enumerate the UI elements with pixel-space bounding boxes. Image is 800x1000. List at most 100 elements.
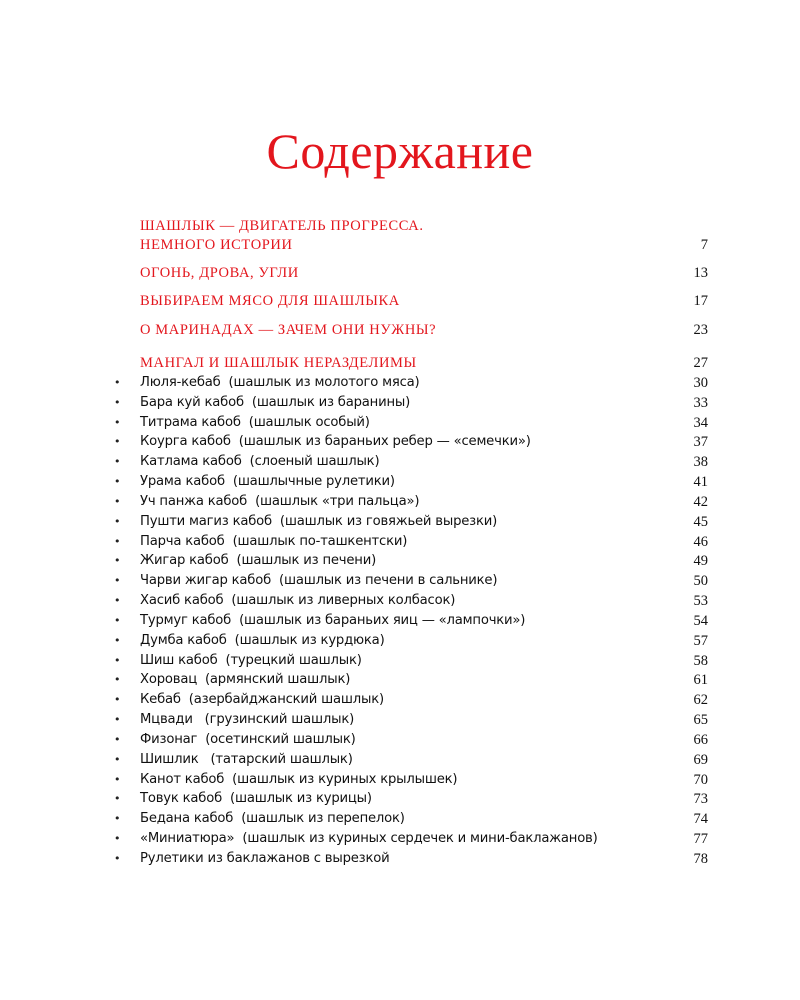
toc-item[interactable]: • Уч панжа кабоб (шашлык «три пальца») 42	[110, 492, 708, 512]
item-title: Люля-кебаб (шашлык из молотого мяса)	[140, 375, 420, 390]
page-number: 46	[693, 533, 709, 550]
item-title: Чарви жигар кабоб (шашлык из печени в са…	[140, 573, 498, 589]
page-number: 23	[693, 322, 709, 338]
item-title: Хасиб кабоб (шашлык из ливерных колбасок…	[140, 593, 456, 609]
toc-item[interactable]: • Бара куй кабоб (шашлык из баранины) 33	[110, 393, 708, 413]
page-number: 58	[693, 652, 709, 669]
toc-item[interactable]: • Думба кабоб (шашлык из курдюка) 57	[110, 631, 708, 651]
page-number: 37	[693, 434, 709, 451]
toc-item[interactable]: • Титрама кабоб (шашлык особый) 34	[110, 413, 708, 433]
toc-item[interactable]: • Мцвади (грузинский шашлык) 65	[110, 710, 708, 730]
bullet-icon: •	[114, 554, 121, 568]
page-number: 77	[693, 831, 709, 848]
page-number: 17	[693, 293, 709, 309]
toc-item[interactable]: • Шишлик (татарский шашлык) 69	[110, 750, 708, 770]
toc-item[interactable]: • Физонаг (осетинский шашлык) 66	[110, 730, 708, 750]
item-title: Урама кабоб (шашлычные рулетики)	[140, 474, 395, 490]
toc-item[interactable]: • Люля-кебаб (шашлык из молотого мяса) 30	[110, 373, 708, 393]
item-title: Коурга кабоб (шашлык из бараньих ребер —…	[140, 434, 531, 450]
bullet-icon: •	[114, 613, 121, 627]
item-title: Жигар кабоб (шашлык из печени)	[140, 553, 377, 569]
page-number: 62	[693, 692, 709, 709]
bullet-icon: •	[114, 653, 121, 667]
page-number: 78	[693, 850, 709, 867]
toc-item[interactable]: • Шиш кабоб (турецкий шашлык) 58	[110, 651, 708, 671]
bullet-icon: •	[114, 851, 121, 865]
toc-section-entry[interactable]: О МАРИНАДАХ — ЗАЧЕМ ОНИ НУЖНЫ? 23	[110, 320, 708, 340]
toc-item[interactable]: • Хасиб кабоб (шашлык из ливерных колбасо…	[110, 591, 708, 611]
item-title: Бедана кабоб (шашлык из перепелок)	[140, 811, 405, 827]
item-title: «Миниатюра» (шашлык из куриных сердечек …	[140, 831, 598, 847]
bullet-icon: •	[114, 812, 121, 826]
bullet-icon: •	[114, 395, 121, 409]
page-number: 50	[693, 573, 709, 590]
section-title: НЕМНОГО ИСТОРИИ	[140, 237, 293, 253]
toc-item[interactable]: • Рулетики из баклажанов с вырезкой 78	[110, 849, 708, 869]
toc-section-entry[interactable]: ВЫБИРАЕМ МЯСО ДЛЯ ШАШЛЫКА 17	[110, 291, 708, 311]
section-title: ВЫБИРАЕМ МЯСО ДЛЯ ШАШЛЫКА	[140, 293, 400, 309]
toc-item[interactable]: • Пушти магиз кабоб (шашлык из говяжьей в…	[110, 512, 708, 532]
bullet-icon: •	[114, 832, 121, 846]
section-title: О МАРИНАДАХ — ЗАЧЕМ ОНИ НУЖНЫ?	[140, 322, 437, 338]
bullet-icon: •	[114, 594, 121, 608]
toc-item[interactable]: • «Миниатюра» (шашлык из куриных сердечек…	[110, 829, 708, 849]
page-number: 61	[693, 672, 709, 689]
toc-item[interactable]: • Чарви жигар кабоб (шашлык из печени в с…	[110, 571, 708, 591]
toc-item[interactable]: • Парча кабоб (шашлык по-ташкентски) 46	[110, 532, 708, 552]
page-number: 53	[693, 593, 709, 610]
page-number: 13	[693, 265, 709, 281]
section-title: ШАШЛЫК — ДВИГАТЕЛЬ ПРОГРЕССА.	[140, 218, 424, 234]
page-number: 42	[693, 493, 709, 510]
item-title: Товук кабоб (шашлык из курицы)	[140, 791, 372, 807]
page-number: 54	[693, 612, 709, 629]
bullet-icon: •	[114, 673, 121, 687]
page-number: 73	[693, 791, 709, 808]
bullet-icon: •	[114, 574, 121, 588]
toc-item[interactable]: • Жигар кабоб (шашлык из печени) 49	[110, 551, 708, 571]
toc-item[interactable]: • Канот кабоб (шашлык из куриных крылышек…	[110, 770, 708, 790]
bullet-icon: •	[114, 415, 121, 429]
bullet-icon: •	[114, 633, 121, 647]
toc-item[interactable]: • Бедана кабоб (шашлык из перепелок) 74	[110, 809, 708, 829]
toc-item[interactable]: • Катлама кабоб (слоеный шашлык) 38	[110, 452, 708, 472]
toc-section-entry[interactable]: МАНГАЛ И ШАШЛЫК НЕРАЗДЕЛИМЫ 27	[110, 353, 708, 373]
bullet-icon: •	[114, 713, 121, 727]
page-number: 41	[693, 474, 709, 491]
section-title: ОГОНЬ, ДРОВА, УГЛИ	[140, 265, 299, 281]
page-number: 65	[693, 712, 709, 729]
toc-item[interactable]: • Хоровац (армянский шашлык) 61	[110, 670, 708, 690]
bullet-icon: •	[114, 534, 121, 548]
page-number: 33	[693, 394, 709, 411]
page-number: 30	[693, 375, 709, 391]
item-title: Думба кабоб (шашлык из курдюка)	[140, 632, 385, 648]
toc-section-entry[interactable]: НЕМНОГО ИСТОРИИ 7	[110, 235, 708, 255]
bullet-icon: •	[114, 376, 121, 389]
bullet-icon: •	[114, 455, 121, 469]
bullet-icon: •	[114, 732, 121, 746]
item-title: Кебаб (азербайджанский шашлык)	[140, 692, 384, 708]
toc-item[interactable]: • Кебаб (азербайджанский шашлык) 62	[110, 690, 708, 710]
page-number: 66	[693, 731, 709, 748]
toc-item[interactable]: • Коурга кабоб (шашлык из бараньих ребер …	[110, 432, 708, 452]
bullet-icon: •	[114, 792, 121, 806]
item-title: Мцвади (грузинский шашлык)	[140, 712, 355, 728]
item-title: Титрама кабоб (шашлык особый)	[140, 414, 370, 430]
item-title: Шиш кабоб (турецкий шашлык)	[140, 652, 362, 668]
page-number: 74	[693, 811, 709, 828]
item-title: Турмуг кабоб (шашлык из бараньих яиц — «…	[140, 612, 526, 628]
toc-section-entry[interactable]: ОГОНЬ, ДРОВА, УГЛИ 13	[110, 263, 708, 283]
item-title: Катлама кабоб (слоеный шашлык)	[140, 454, 380, 470]
item-title: Шишлик (татарский шашлык)	[140, 751, 353, 767]
bullet-icon: •	[114, 475, 121, 489]
bullet-icon: •	[114, 494, 121, 508]
bullet-icon: •	[114, 514, 121, 528]
page-number: 57	[693, 632, 709, 649]
toc-section-entry[interactable]: ШАШЛЫК — ДВИГАТЕЛЬ ПРОГРЕССА.	[110, 216, 708, 236]
item-title: Пушти магиз кабоб (шашлык из говяжьей вы…	[140, 513, 498, 529]
item-title: Хоровац (армянский шашлык)	[140, 672, 351, 688]
page-number: 45	[693, 513, 709, 530]
toc-item[interactable]: • Товук кабоб (шашлык из курицы) 73	[110, 789, 708, 809]
toc-item[interactable]: • Урама кабоб (шашлычные рулетики) 41	[110, 472, 708, 492]
toc-item[interactable]: • Турмуг кабоб (шашлык из бараньих яиц — …	[110, 611, 708, 631]
page-title: Содержание	[266, 122, 534, 179]
